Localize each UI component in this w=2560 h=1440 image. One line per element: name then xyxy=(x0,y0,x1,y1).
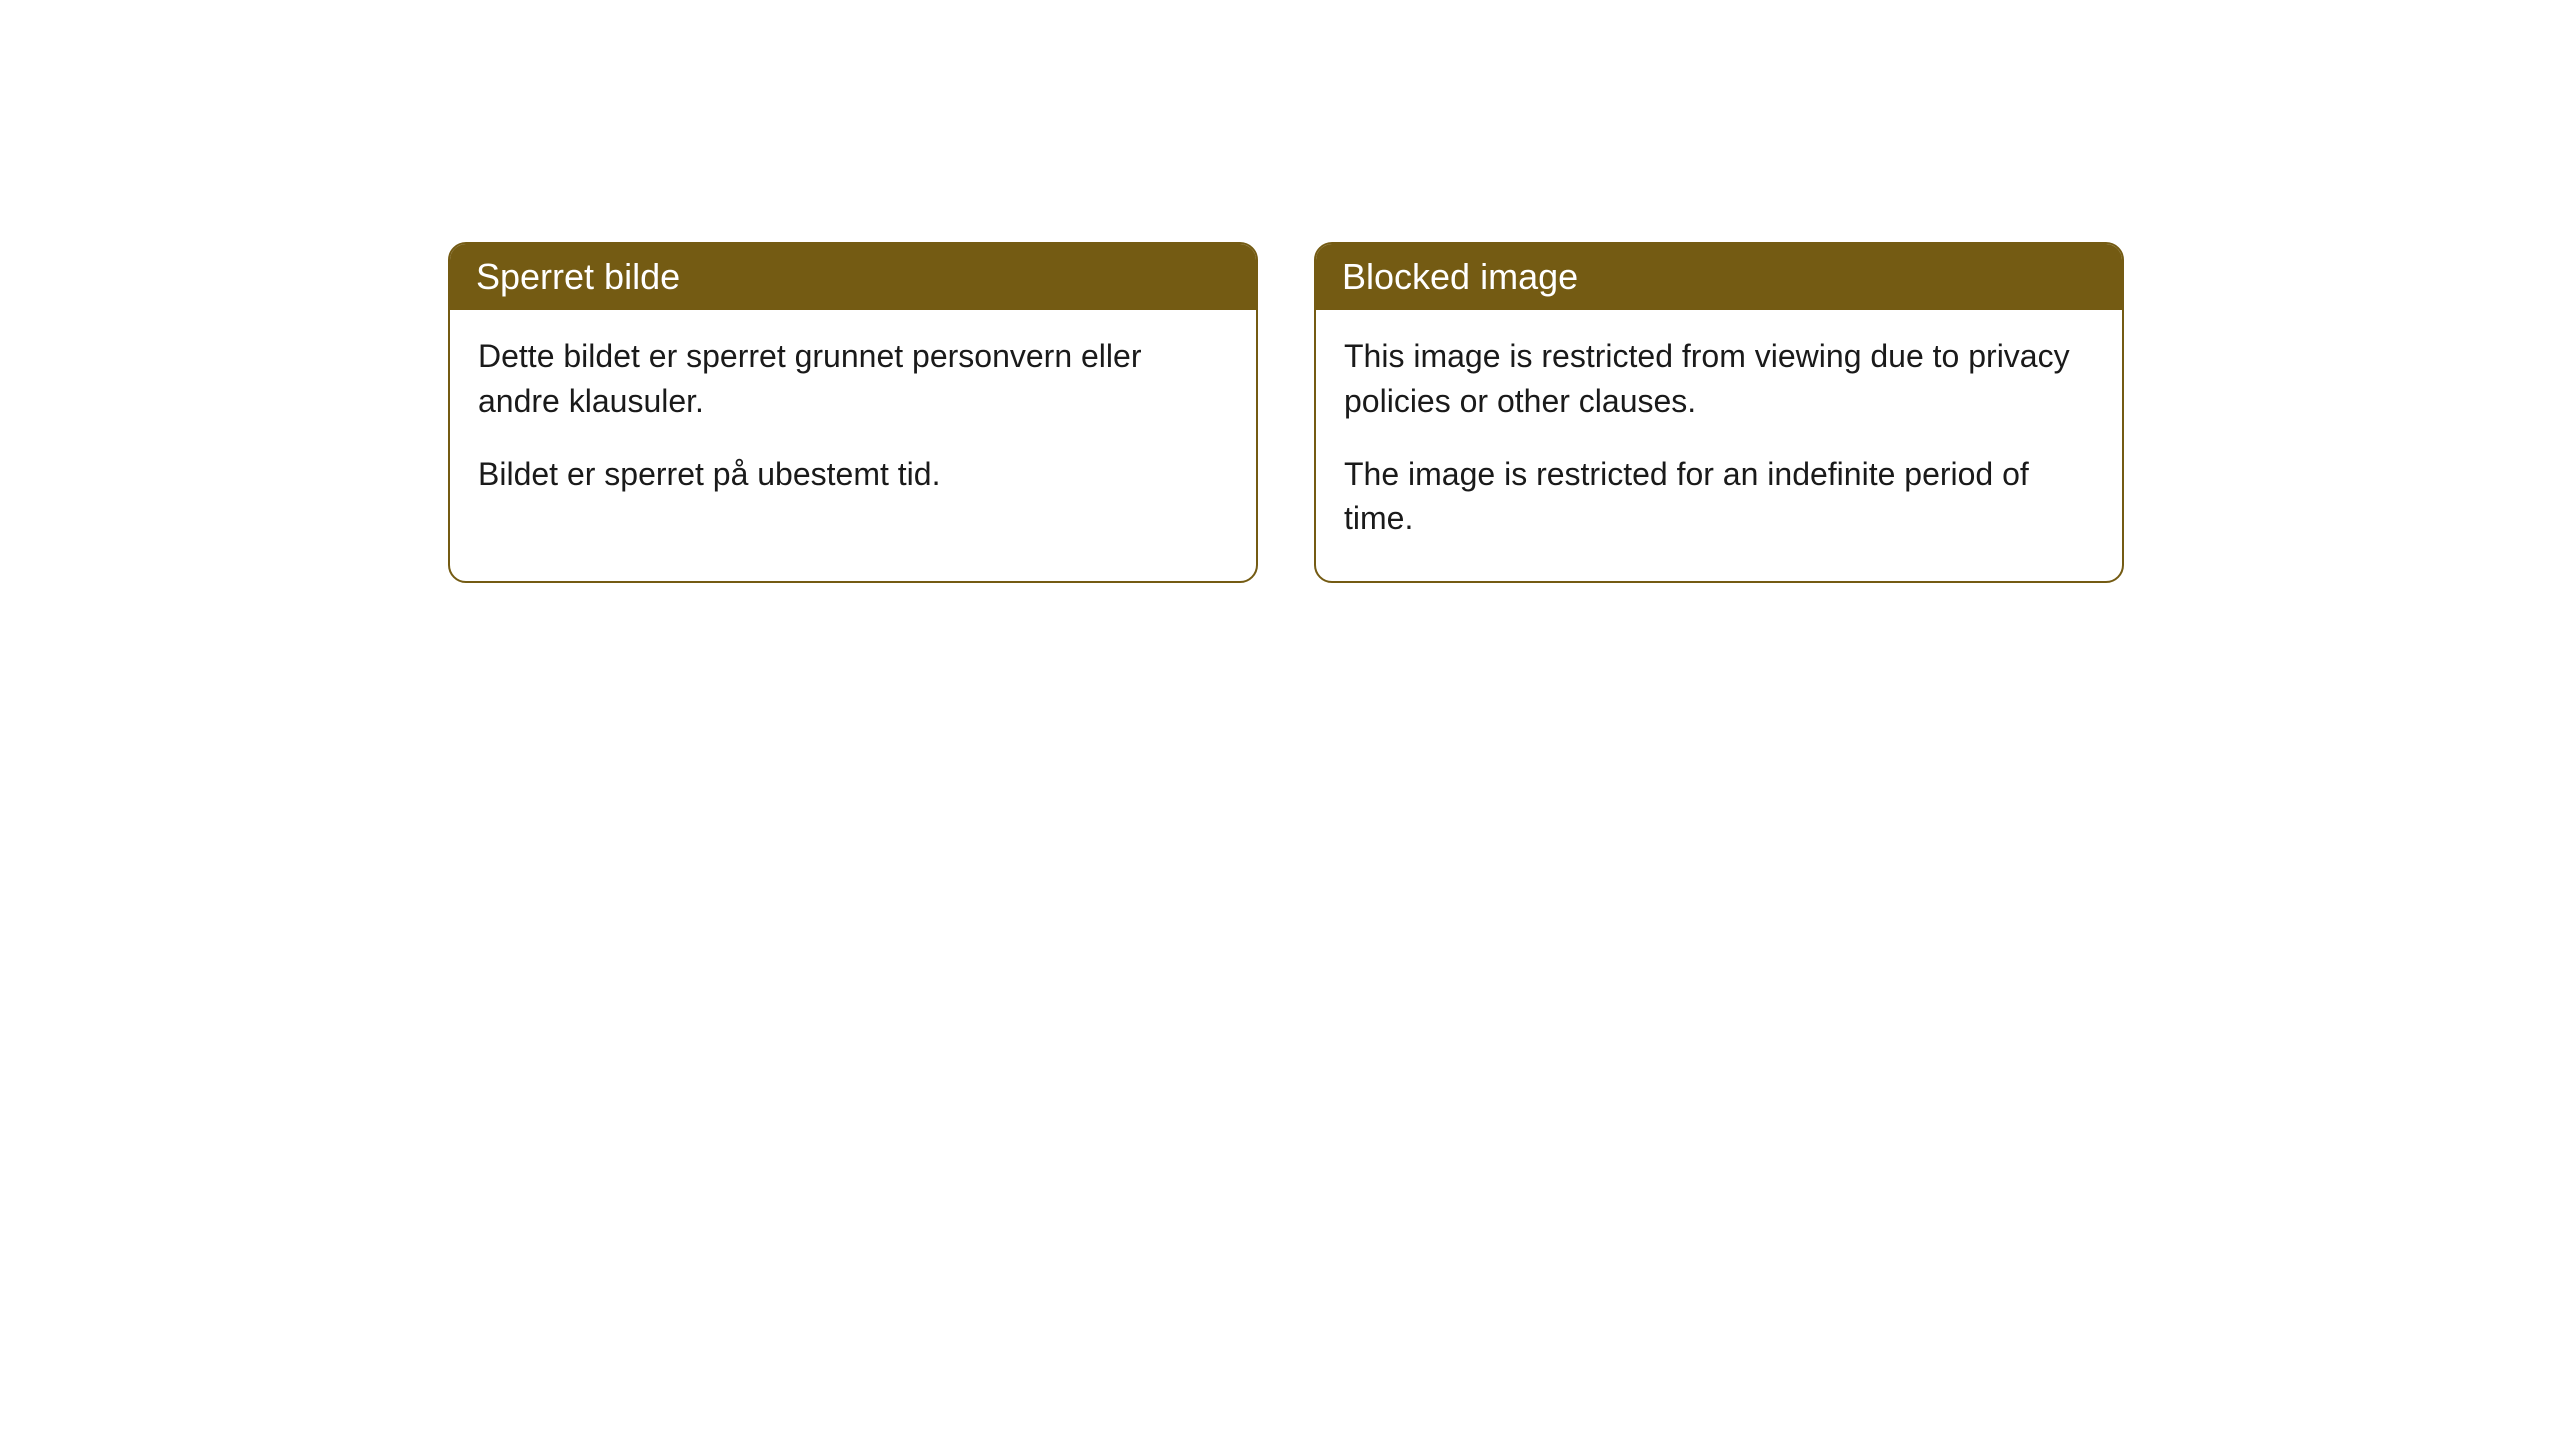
cards-container: Sperret bilde Dette bildet er sperret gr… xyxy=(448,242,2124,583)
card-header-en: Blocked image xyxy=(1316,244,2122,310)
card-paragraph-2-en: The image is restricted for an indefinit… xyxy=(1344,452,2094,542)
card-body-en: This image is restricted from viewing du… xyxy=(1316,310,2122,581)
card-paragraph-2-no: Bildet er sperret på ubestemt tid. xyxy=(478,452,1228,497)
card-title-no: Sperret bilde xyxy=(476,256,680,297)
blocked-image-card-en: Blocked image This image is restricted f… xyxy=(1314,242,2124,583)
blocked-image-card-no: Sperret bilde Dette bildet er sperret gr… xyxy=(448,242,1258,583)
card-header-no: Sperret bilde xyxy=(450,244,1256,310)
card-title-en: Blocked image xyxy=(1342,256,1578,297)
card-body-no: Dette bildet er sperret grunnet personve… xyxy=(450,310,1256,536)
card-paragraph-1-no: Dette bildet er sperret grunnet personve… xyxy=(478,334,1228,424)
card-paragraph-1-en: This image is restricted from viewing du… xyxy=(1344,334,2094,424)
